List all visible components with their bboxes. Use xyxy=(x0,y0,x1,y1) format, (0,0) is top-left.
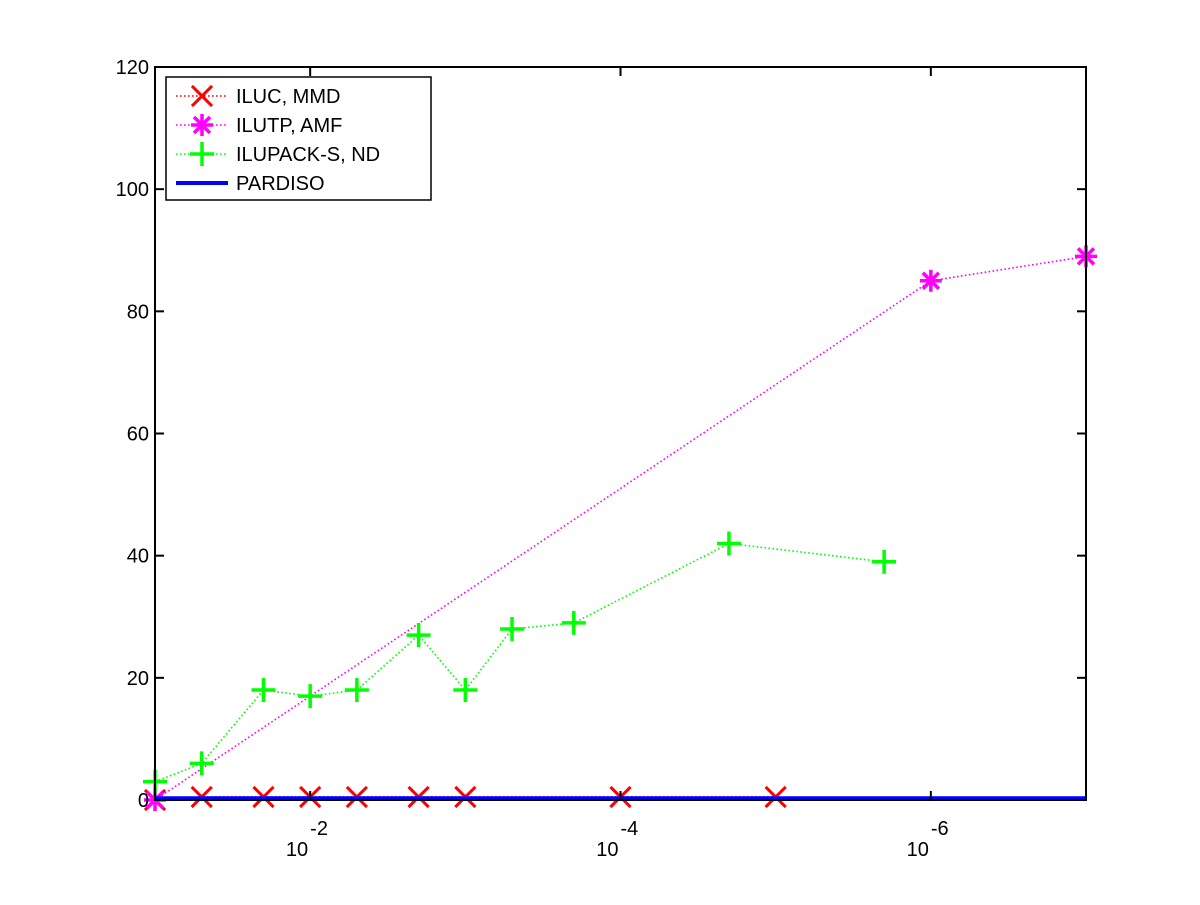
data-point-ilupack-s-nd-4 xyxy=(344,678,369,703)
data-point-ilupack-s-nd-9 xyxy=(716,531,741,556)
y-tick-label: 80 xyxy=(127,301,149,323)
legend-label: ILUPACK-S, ND xyxy=(236,144,380,166)
legend-label: PARDISO xyxy=(236,173,325,195)
legend-box xyxy=(165,76,432,201)
data-point-ilutp-amf-1 xyxy=(919,269,942,292)
legend: ILUC, MMD ILUTP, AMF ILUPACK-S, ND PARDISO xyxy=(165,76,432,201)
y-tick-label: 60 xyxy=(127,424,149,446)
x-tick-label-exponent: -6 xyxy=(931,818,949,840)
y-tick-label: 20 xyxy=(127,668,149,690)
data-point-ilupack-s-nd-5 xyxy=(406,623,431,648)
legend-marker xyxy=(191,114,213,136)
data-point-ilupack-s-nd-10 xyxy=(872,549,897,574)
data-point-ilupack-s-nd-3 xyxy=(298,684,323,709)
x-tick-label-base: 10 xyxy=(286,839,308,861)
legend-marker xyxy=(190,84,214,108)
legend-entry-pardiso: PARDISO xyxy=(176,173,325,195)
y-tick-label: 100 xyxy=(116,179,149,201)
data-point-ilupack-s-nd-1 xyxy=(189,751,214,776)
x-tick-label-exponent: -2 xyxy=(310,818,328,840)
legend-label: ILUTP, AMF xyxy=(236,115,342,137)
y-tick-label: 40 xyxy=(127,546,149,568)
x-tick-label-exponent: -4 xyxy=(621,818,639,840)
legend-label: ILUC, MMD xyxy=(236,86,340,108)
series-line-ilupack-s-nd xyxy=(154,542,885,783)
legend-entry-ilupack-s-nd: ILUPACK-S, ND xyxy=(176,142,380,166)
data-point-ilupack-s-nd-8 xyxy=(561,610,586,635)
legend-entry-ilutp-amf: ILUTP, AMF xyxy=(176,114,342,137)
data-point-ilupack-s-nd-7 xyxy=(500,616,525,641)
data-point-ilupack-s-nd-2 xyxy=(251,678,276,703)
data-point-ilupack-s-nd-6 xyxy=(453,678,478,703)
legend-entry-iluc-mmd: ILUC, MMD xyxy=(176,84,340,108)
x-tick-label-base: 10 xyxy=(907,839,929,861)
y-tick-label: 120 xyxy=(116,57,149,79)
x-tick-label-base: 10 xyxy=(596,839,618,861)
y-tick-label: 0 xyxy=(138,790,149,812)
legend-marker xyxy=(190,142,214,166)
